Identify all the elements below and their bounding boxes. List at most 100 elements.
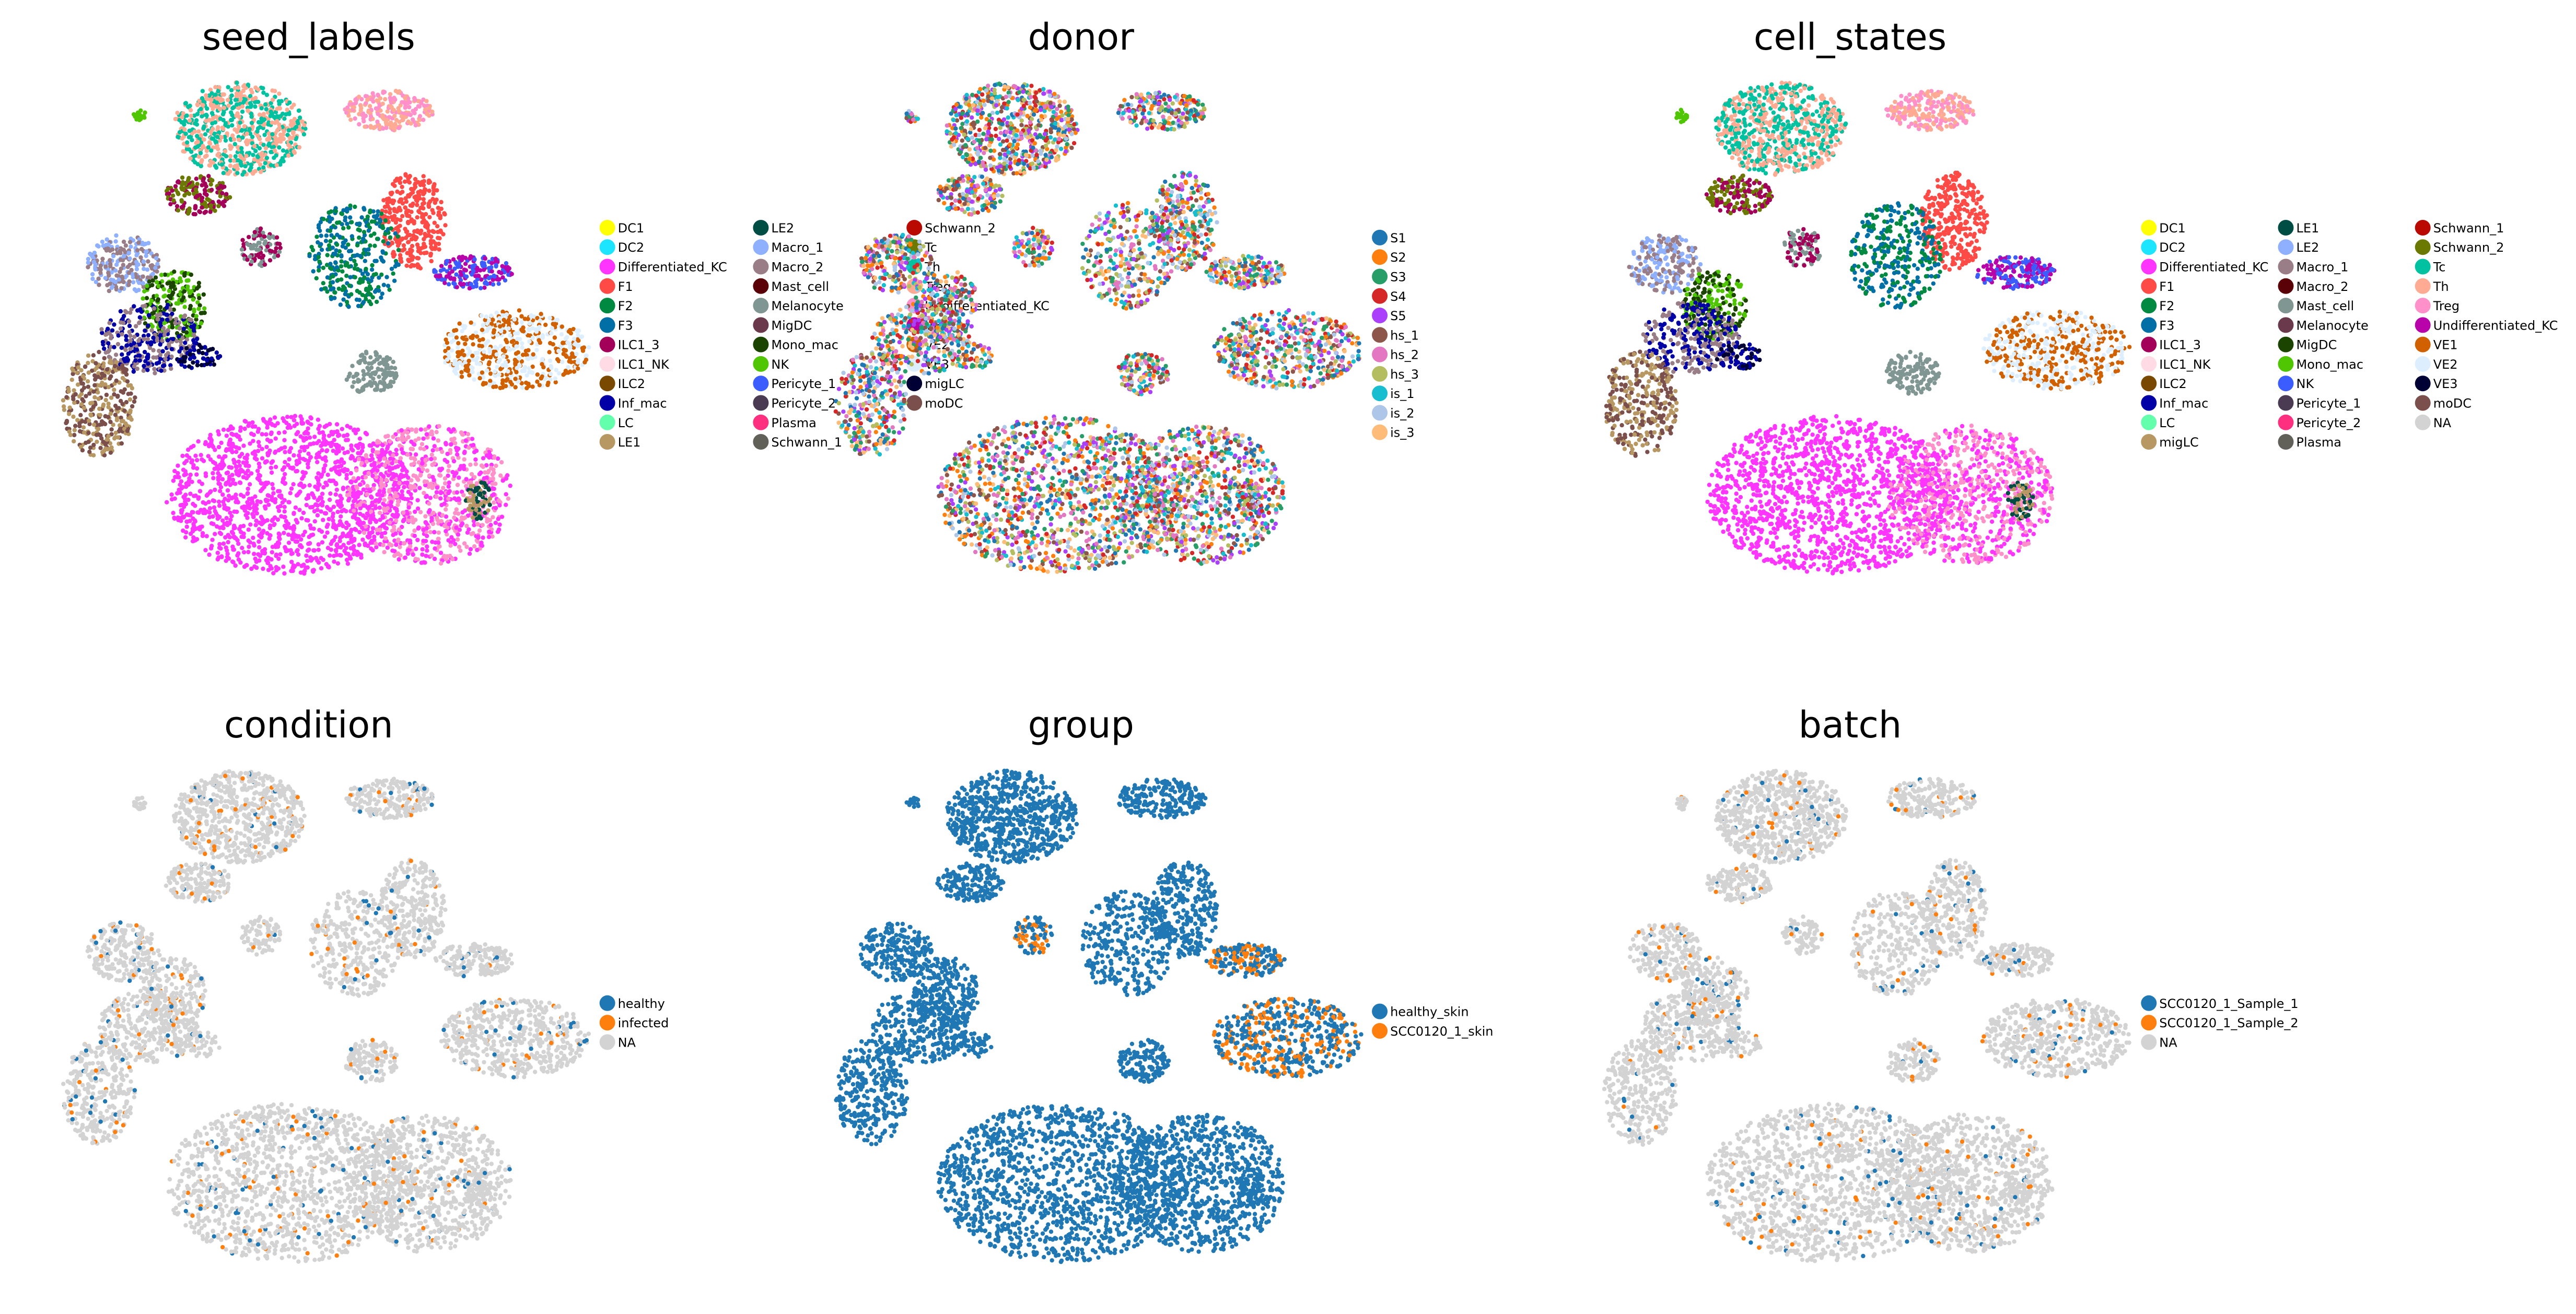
data-point: [318, 229, 322, 233]
data-point: [187, 209, 191, 213]
data-point: [251, 536, 255, 540]
data-point: [273, 89, 277, 93]
data-point: [355, 222, 359, 226]
data-point: [348, 275, 352, 279]
data-point: [341, 208, 345, 213]
data-point: [238, 121, 242, 125]
data-point: [437, 242, 441, 246]
data-point: [120, 275, 124, 279]
data-point: [261, 254, 265, 258]
data-point: [422, 197, 426, 201]
data-point: [359, 106, 363, 110]
data-point: [108, 358, 112, 362]
data-point: [158, 305, 162, 309]
data-point: [195, 194, 199, 198]
data-point: [380, 291, 384, 296]
data-point: [194, 187, 198, 192]
data-point: [128, 410, 132, 414]
data-point: [404, 211, 409, 215]
data-point: [126, 265, 130, 269]
data-point: [388, 207, 392, 211]
data-point: [211, 160, 215, 165]
data-point: [329, 297, 333, 301]
data-point: [113, 413, 118, 417]
data-point: [127, 251, 131, 255]
data-point: [464, 275, 469, 279]
data-point: [167, 289, 171, 293]
data-point: [240, 135, 244, 139]
data-point: [277, 250, 282, 254]
data-point: [348, 215, 352, 219]
data-point: [199, 311, 203, 315]
data-point: [397, 109, 401, 113]
data-point: [402, 100, 406, 104]
data-point: [339, 254, 343, 259]
data-point: [219, 135, 224, 139]
data-point: [264, 146, 268, 150]
data-point: [212, 499, 216, 503]
data-point: [102, 346, 106, 350]
data-point: [84, 441, 88, 445]
data-point: [331, 274, 335, 278]
data-point: [165, 318, 169, 322]
data-point: [133, 287, 137, 291]
data-point: [113, 268, 118, 273]
data-point: [133, 395, 137, 400]
data-point: [206, 197, 211, 202]
data-point: [91, 453, 96, 457]
data-point: [281, 159, 285, 163]
data-point: [403, 105, 407, 110]
data-point: [84, 394, 88, 398]
data-point: [134, 260, 138, 264]
data-point: [113, 435, 118, 439]
data-point: [200, 158, 204, 162]
data-point: [120, 353, 124, 357]
data-point: [90, 277, 95, 281]
data-point: [464, 268, 468, 272]
data-point: [408, 174, 412, 178]
data-point: [198, 210, 202, 214]
data-point: [347, 284, 352, 288]
data-point: [321, 281, 325, 285]
data-point: [366, 110, 370, 114]
data-point: [381, 239, 386, 243]
data-point: [175, 204, 179, 208]
data-point: [445, 259, 449, 263]
data-point: [274, 246, 278, 250]
data-point: [146, 241, 150, 245]
data-point: [340, 269, 344, 274]
data-point: [71, 394, 75, 398]
data-point: [101, 340, 105, 344]
data-point: [149, 328, 154, 332]
data-point: [335, 422, 339, 426]
data-point: [175, 111, 179, 115]
data-point: [442, 281, 447, 285]
data-point: [208, 209, 213, 214]
data-point: [302, 123, 306, 127]
data-point: [71, 368, 75, 372]
data-point: [189, 318, 193, 322]
data-point: [99, 327, 103, 331]
data-point: [193, 205, 197, 209]
data-point: [114, 353, 118, 357]
data-point: [230, 133, 235, 137]
data-point: [120, 346, 124, 350]
data-point: [181, 149, 185, 154]
data-point: [180, 298, 184, 302]
data-point: [143, 329, 147, 333]
data-point: [334, 209, 338, 213]
data-point: [329, 267, 333, 271]
data-point: [346, 561, 350, 566]
data-point: [491, 282, 495, 286]
data-point: [143, 350, 147, 354]
data-point: [97, 396, 101, 401]
data-point: [119, 399, 123, 403]
data-point: [137, 358, 142, 362]
data-point: [173, 184, 178, 189]
data-point: [402, 243, 406, 248]
data-point: [493, 274, 497, 278]
data-point: [104, 332, 109, 336]
data-point: [196, 307, 201, 311]
data-point: [103, 264, 108, 268]
data-point: [98, 271, 102, 275]
